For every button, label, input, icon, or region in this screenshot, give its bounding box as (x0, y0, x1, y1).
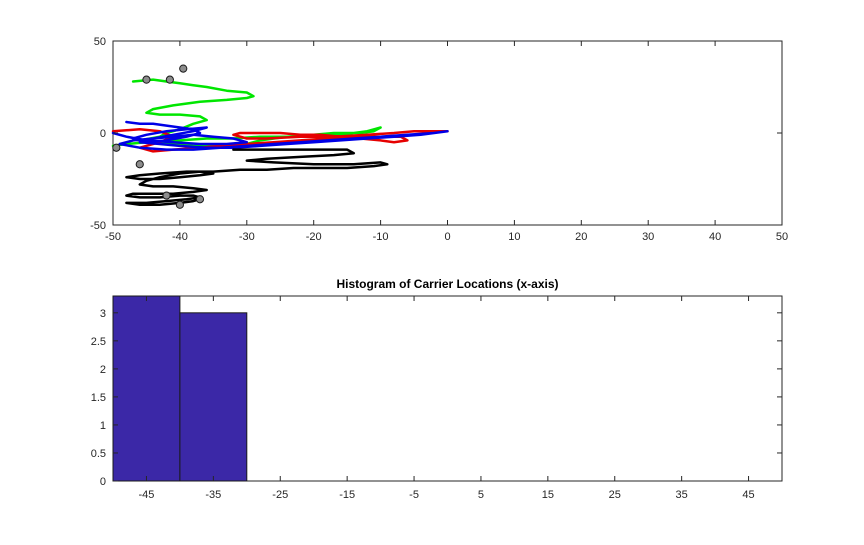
histogram-y-ticks: 0 0.5 1 1.5 2 2.5 3 (91, 308, 782, 488)
x-tick-label: -40 (172, 231, 188, 243)
trace-black (125, 148, 389, 207)
carrier-marker (175, 200, 184, 209)
histogram-x-ticks: -45 -35 -25 -15 -5 5 15 25 35 45 (138, 296, 755, 501)
x-tick-label: 40 (709, 231, 721, 243)
y-tick-label: -50 (90, 220, 106, 232)
carrier-marker (142, 75, 151, 84)
x-tick-label: 15 (542, 489, 554, 501)
trajectory-y-ticks: -50 0 50 (90, 36, 782, 232)
histogram-bar (179, 312, 248, 482)
carrier-marker (162, 191, 171, 200)
y-tick-label: 3 (100, 308, 106, 320)
x-tick-label: -15 (339, 489, 355, 501)
y-tick-label: 1.5 (91, 392, 106, 404)
histogram-bars (112, 295, 248, 482)
carrier-marker (179, 64, 188, 73)
x-tick-label: 50 (776, 231, 788, 243)
histogram-bar (112, 295, 181, 482)
carrier-marker (112, 143, 121, 152)
carrier-markers (112, 64, 205, 209)
trajectory-axes-frame (112, 40, 783, 226)
x-tick-label: 20 (575, 231, 587, 243)
trajectory-x-ticks: -50 -40 -30 -20 -10 0 10 20 30 40 50 (105, 41, 788, 243)
x-tick-label: -35 (205, 489, 221, 501)
y-tick-label: 0 (100, 128, 106, 140)
x-tick-label: 45 (742, 489, 754, 501)
x-tick-label: 0 (444, 231, 450, 243)
x-tick-label: 5 (478, 489, 484, 501)
y-tick-label: 2.5 (91, 336, 106, 348)
y-tick-label: 0 (100, 476, 106, 488)
carrier-marker (165, 75, 174, 84)
carrier-marker (135, 160, 144, 169)
x-tick-label: -10 (373, 231, 389, 243)
y-tick-label: 0.5 (91, 448, 106, 460)
trajectory-axes: -50 -40 -30 -20 -10 0 10 20 30 40 50 -50 0 50 (90, 36, 788, 243)
histogram-title: Histogram of Carrier Locations (x-axis) (336, 277, 558, 291)
carrier-marker (195, 195, 205, 204)
x-tick-label: 25 (609, 489, 621, 501)
trace-blue (111, 120, 449, 151)
y-tick-label: 50 (94, 36, 106, 48)
y-tick-label: 1 (100, 420, 106, 432)
histogram-axes: -45 -35 -25 -15 -5 5 15 25 35 45 0 0.5 1 1.5 2 2.5 3 Hi… (91, 277, 783, 501)
x-tick-label: -20 (306, 231, 322, 243)
x-tick-label: 30 (642, 231, 654, 243)
trace-red (111, 128, 449, 153)
x-tick-label: -25 (272, 489, 288, 501)
x-tick-label: -5 (409, 489, 419, 501)
x-tick-label: 10 (508, 231, 520, 243)
y-tick-label: 2 (100, 364, 106, 376)
x-tick-label: -50 (105, 231, 121, 243)
trajectory-traces (111, 78, 449, 207)
x-tick-label: -30 (239, 231, 255, 243)
x-tick-label: 35 (676, 489, 688, 501)
x-tick-label: -45 (138, 489, 154, 501)
